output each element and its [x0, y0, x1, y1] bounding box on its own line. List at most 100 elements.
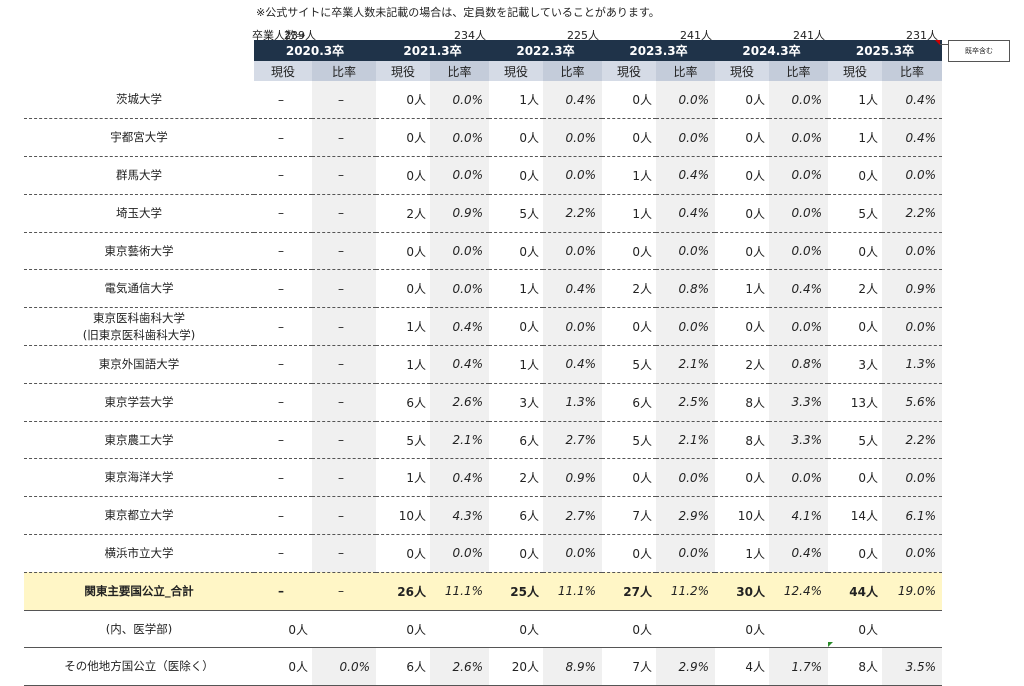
count-cell[interactable]: 1人 — [828, 81, 882, 120]
comment-indicator-icon[interactable] — [935, 40, 940, 45]
ratio-cell[interactable]: 0.0% — [430, 81, 489, 120]
university-name[interactable]: 埼玉大学 — [24, 194, 254, 233]
count-cell[interactable]: 10人 — [376, 496, 430, 536]
ratio-cell[interactable]: 0.4% — [882, 118, 942, 158]
count-cell[interactable]: 1人 — [489, 345, 543, 384]
ratio-cell[interactable]: 0.4% — [543, 269, 602, 309]
count-cell[interactable]: – — [254, 194, 312, 233]
ratio-cell[interactable]: 0.4% — [769, 269, 828, 309]
ratio-cell[interactable]: 0.4% — [543, 345, 602, 384]
ratio-cell[interactable]: 0.0% — [430, 534, 489, 573]
ratio-cell[interactable]: 2.1% — [430, 421, 489, 460]
count-cell[interactable]: 0人 — [254, 647, 312, 686]
ratio-cell[interactable]: 11.1% — [430, 572, 489, 611]
count-cell[interactable]: – — [254, 421, 312, 460]
count-cell[interactable]: – — [254, 81, 312, 120]
ratio-cell[interactable]: 0.0% — [769, 458, 828, 498]
count-cell[interactable]: 1人 — [376, 458, 430, 498]
count-cell[interactable]: 20人 — [489, 647, 543, 686]
count-cell[interactable]: 0人 — [602, 232, 656, 271]
count-cell[interactable]: 5人 — [828, 421, 882, 460]
ratio-cell[interactable]: 0.0% — [769, 194, 828, 233]
count-cell[interactable]: 1人 — [828, 118, 882, 158]
count-cell[interactable]: 8人 — [715, 383, 769, 422]
ratio-cell[interactable]: 0.4% — [882, 81, 942, 120]
ratio-cell[interactable]: 5.6% — [882, 383, 942, 422]
count-cell[interactable]: 2人 — [489, 458, 543, 498]
ratio-cell[interactable]: 0.0% — [543, 118, 602, 158]
ratio-cell[interactable]: 2.6% — [430, 647, 489, 686]
count-cell[interactable]: 0人 — [828, 307, 882, 347]
university-name[interactable]: 東京海洋大学 — [24, 458, 254, 498]
count-cell[interactable]: 0人 — [254, 610, 312, 649]
count-cell[interactable]: 0人 — [715, 194, 769, 233]
count-cell[interactable]: 0人 — [715, 156, 769, 195]
count-cell[interactable]: 0人 — [715, 307, 769, 347]
count-cell[interactable]: 0人 — [715, 81, 769, 120]
ratio-cell[interactable]: 0.4% — [543, 81, 602, 120]
ratio-cell[interactable]: – — [312, 572, 376, 611]
count-cell[interactable]: 0人 — [828, 610, 882, 649]
count-cell[interactable]: 0人 — [489, 118, 543, 158]
ratio-cell[interactable]: 0.0% — [430, 118, 489, 158]
ratio-cell[interactable]: – — [312, 383, 376, 422]
count-cell[interactable]: 2人 — [828, 269, 882, 309]
count-cell[interactable]: – — [254, 458, 312, 498]
ratio-cell[interactable]: 1.3% — [882, 345, 942, 384]
count-cell[interactable]: 0人 — [828, 534, 882, 573]
ratio-cell[interactable] — [430, 610, 489, 649]
count-cell[interactable]: 14人 — [828, 496, 882, 536]
count-cell[interactable]: 1人 — [715, 269, 769, 309]
count-cell[interactable]: 3人 — [489, 383, 543, 422]
ratio-cell[interactable]: 2.9% — [656, 496, 715, 536]
count-cell[interactable]: – — [254, 345, 312, 384]
count-cell[interactable]: 4人 — [715, 647, 769, 686]
university-name[interactable]: 群馬大学 — [24, 156, 254, 195]
count-cell[interactable]: 10人 — [715, 496, 769, 536]
count-cell[interactable]: 6人 — [602, 383, 656, 422]
ratio-cell[interactable]: 0.0% — [769, 307, 828, 347]
ratio-cell[interactable]: 3.3% — [769, 421, 828, 460]
ratio-cell[interactable]: – — [312, 421, 376, 460]
count-cell[interactable]: – — [254, 496, 312, 536]
ratio-cell[interactable]: 0.0% — [656, 81, 715, 120]
count-cell[interactable]: 0人 — [376, 81, 430, 120]
ratio-cell[interactable]: 0.0% — [543, 232, 602, 271]
ratio-cell[interactable] — [769, 610, 828, 649]
count-cell[interactable]: 27人 — [602, 572, 656, 611]
error-indicator-icon[interactable] — [828, 642, 833, 647]
count-cell[interactable]: 1人 — [602, 156, 656, 195]
ratio-cell[interactable]: 0.8% — [656, 269, 715, 309]
count-cell[interactable]: 2人 — [602, 269, 656, 309]
ratio-cell[interactable]: 0.8% — [769, 345, 828, 384]
ratio-cell[interactable]: – — [312, 232, 376, 271]
count-cell[interactable]: 1人 — [489, 269, 543, 309]
ratio-cell[interactable] — [656, 610, 715, 649]
ratio-cell[interactable]: 1.7% — [769, 647, 828, 686]
count-cell[interactable]: 0人 — [489, 156, 543, 195]
ratio-cell[interactable]: 0.0% — [543, 534, 602, 573]
ratio-cell[interactable]: 2.2% — [882, 194, 942, 233]
count-cell[interactable]: 6人 — [489, 496, 543, 536]
count-cell[interactable]: 0人 — [489, 232, 543, 271]
ratio-cell[interactable]: 0.0% — [769, 81, 828, 120]
university-name[interactable]: 東京都立大学 — [24, 496, 254, 536]
university-name[interactable]: (内、医学部) — [24, 610, 254, 649]
ratio-cell[interactable]: 0.0% — [769, 156, 828, 195]
ratio-cell[interactable]: 0.0% — [543, 307, 602, 347]
ratio-cell[interactable]: – — [312, 118, 376, 158]
university-name[interactable]: 東京医科歯科大学 (旧東京医科歯科大学) — [24, 307, 254, 347]
count-cell[interactable]: 8人 — [828, 647, 882, 686]
count-cell[interactable]: 0人 — [602, 307, 656, 347]
count-cell[interactable]: 0人 — [715, 118, 769, 158]
ratio-cell[interactable]: 0.4% — [430, 345, 489, 384]
count-cell[interactable]: 5人 — [489, 194, 543, 233]
count-cell[interactable]: 1人 — [715, 534, 769, 573]
ratio-cell[interactable]: 2.7% — [543, 421, 602, 460]
ratio-cell[interactable]: 2.5% — [656, 383, 715, 422]
count-cell[interactable]: 0人 — [602, 118, 656, 158]
count-cell[interactable]: – — [254, 232, 312, 271]
ratio-cell[interactable]: 2.1% — [656, 345, 715, 384]
count-cell[interactable]: 0人 — [828, 458, 882, 498]
count-cell[interactable]: – — [254, 383, 312, 422]
